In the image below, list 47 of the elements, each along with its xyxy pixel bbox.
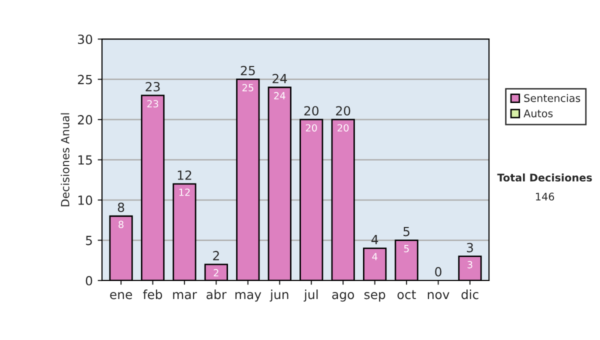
x-tick-label: jul (304, 290, 318, 302)
legend-label: Sentencias (524, 94, 580, 102)
data-label: 3 (468, 261, 472, 268)
y-tick-label: 0 (86, 276, 92, 286)
total-label: 4 (371, 234, 378, 244)
total-label: 8 (118, 202, 124, 212)
total-label: 3 (466, 242, 473, 252)
y-axis-title: Decisiones Anual (60, 113, 70, 206)
total-label: 20 (336, 106, 350, 116)
x-tick-label: ago (332, 292, 354, 302)
total-label: 0 (435, 267, 442, 276)
x-tick-label: nov (428, 292, 450, 300)
text: 146 (536, 192, 554, 201)
y-tick-label: 25 (78, 74, 92, 84)
data-label: 25 (242, 84, 254, 92)
x-tick-label: mar (173, 292, 197, 300)
data-label: 4 (372, 253, 378, 260)
x-tick-label: abr (206, 290, 227, 300)
data-label: 20 (306, 124, 317, 132)
total-label: 5 (404, 226, 410, 236)
legend-label: Autos (524, 110, 553, 118)
data-label: 12 (179, 188, 190, 196)
data-label: 24 (274, 92, 286, 100)
x-tick-label: feb (143, 290, 162, 300)
data-label: 5 (404, 245, 409, 252)
x-tick-label: may (235, 292, 262, 302)
x-tick-label: oct (398, 290, 416, 300)
data-label: 2 (214, 269, 218, 276)
text: Total Decisiones (497, 173, 592, 182)
data-label: 23 (147, 100, 158, 108)
total-label: 12 (178, 170, 192, 180)
y-tick-label: 15 (78, 155, 92, 165)
total-label: 25 (240, 66, 255, 76)
y-tick-label: 30 (78, 34, 92, 44)
total-label: 23 (146, 82, 160, 92)
y-tick-label: 10 (78, 196, 92, 205)
x-tick-label: jun (270, 290, 288, 302)
x-tick-label: sep (364, 292, 386, 302)
x-tick-label: dic (462, 290, 478, 300)
x-tick-label: ene (110, 292, 132, 300)
data-label: 8 (118, 220, 124, 228)
total-label: 2 (213, 250, 219, 260)
total-label: 24 (272, 74, 287, 84)
y-tick-label: 5 (86, 236, 92, 246)
data-label: 20 (338, 124, 349, 132)
y-tick-label: 20 (78, 115, 92, 124)
total-label: 20 (304, 106, 318, 116)
